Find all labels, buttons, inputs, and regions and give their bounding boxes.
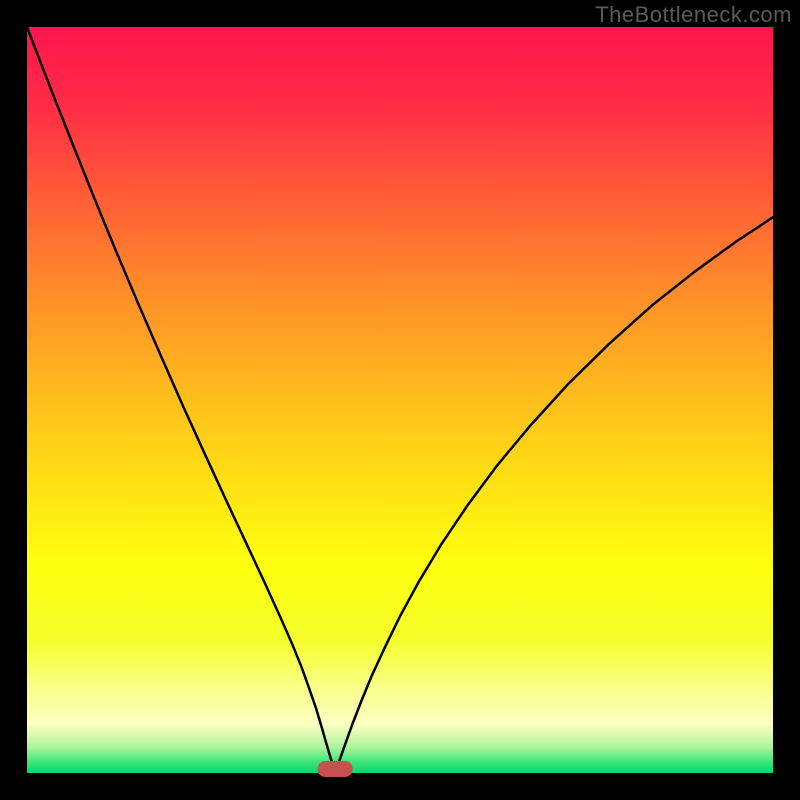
bottleneck-chart — [0, 0, 800, 800]
plot-background — [27, 27, 773, 773]
chart-frame: TheBottleneck.com — [0, 0, 800, 800]
minimum-marker — [318, 762, 352, 777]
watermark-text: TheBottleneck.com — [595, 2, 792, 28]
